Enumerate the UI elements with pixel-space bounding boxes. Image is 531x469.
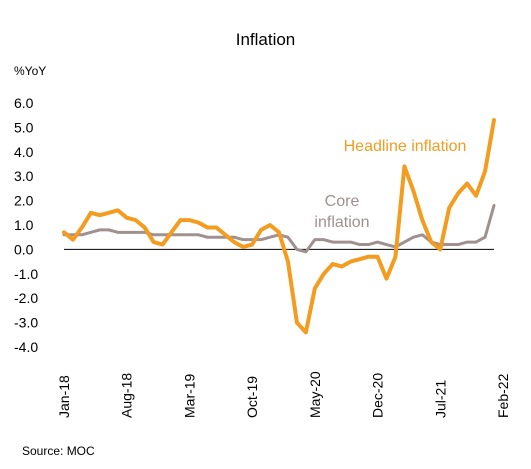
y-tick-label: 2.0 <box>14 193 34 209</box>
y-tick-label: -1.0 <box>14 266 38 282</box>
y-tick-label: 0.0 <box>14 241 34 257</box>
y-tick-label: -3.0 <box>14 315 38 331</box>
chart-title: Inflation <box>235 30 296 49</box>
x-tick-label: Aug-18 <box>119 373 135 418</box>
core-inflation-label: inflation <box>314 214 369 231</box>
y-axis-unit-label: %YoY <box>14 64 47 78</box>
source-note: Source: MOC <box>22 444 95 458</box>
y-tick-label: -4.0 <box>14 339 38 355</box>
core-inflation-label: Core <box>325 193 360 210</box>
x-tick-label: Jan-18 <box>56 375 72 418</box>
y-tick-label: 3.0 <box>14 168 34 184</box>
x-tick-label: Dec-20 <box>370 373 386 418</box>
x-tick-label: Mar-19 <box>181 373 197 418</box>
x-tick-label: Oct-19 <box>244 376 260 418</box>
core-inflation-line <box>62 203 496 254</box>
y-tick-label: 5.0 <box>14 119 34 135</box>
headline-inflation-label: Headline inflation <box>344 138 467 155</box>
x-tick-label: May-20 <box>307 371 323 418</box>
y-tick-label: 6.0 <box>14 95 34 111</box>
y-tick-label: 1.0 <box>14 217 34 233</box>
headline-inflation-line <box>62 118 496 335</box>
x-tick-label: Jul-21 <box>432 380 448 418</box>
y-tick-label: 4.0 <box>14 144 34 160</box>
x-tick-label: Feb-22 <box>495 373 511 418</box>
y-tick-label: -2.0 <box>14 290 38 306</box>
